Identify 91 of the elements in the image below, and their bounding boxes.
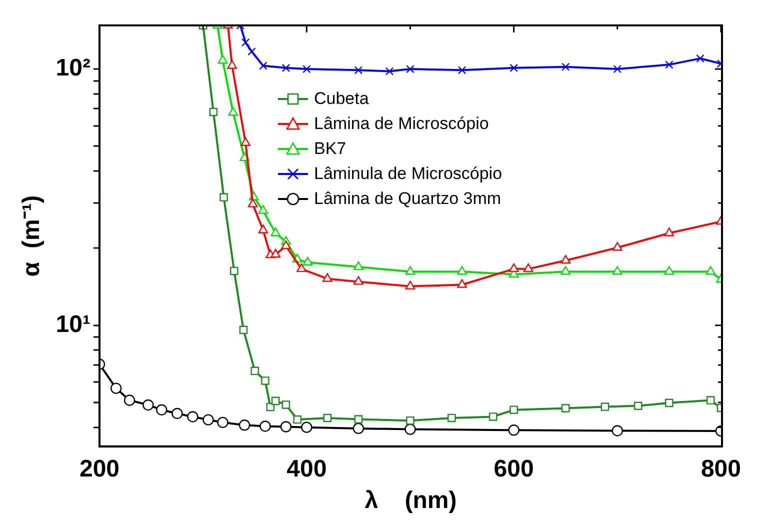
point	[706, 266, 716, 275]
point	[220, 193, 228, 202]
point	[612, 242, 622, 251]
point	[281, 240, 291, 250]
point	[323, 414, 332, 422]
point	[664, 266, 674, 275]
point	[110, 382, 122, 394]
legend-label: Lâmina de Microscópio	[314, 113, 489, 135]
point	[302, 256, 313, 266]
point	[282, 400, 290, 409]
point	[612, 425, 623, 436]
point	[293, 415, 302, 424]
point	[665, 60, 674, 69]
point	[124, 394, 136, 406]
point	[259, 62, 268, 70]
point	[296, 263, 306, 272]
point	[405, 266, 416, 275]
point	[217, 416, 228, 428]
point	[248, 47, 256, 56]
point	[248, 198, 258, 208]
point	[510, 64, 518, 72]
point	[270, 248, 280, 258]
point	[258, 205, 268, 214]
point	[172, 408, 183, 420]
point	[241, 38, 250, 47]
point	[227, 60, 237, 69]
point	[508, 263, 519, 272]
point	[613, 64, 622, 74]
point	[457, 279, 467, 288]
point	[561, 62, 570, 71]
point	[280, 421, 292, 432]
x-tick-label: 600	[494, 455, 534, 482]
legend-label: Lâmina de Quartzo 3mm	[314, 188, 502, 210]
x-tick-label: 800	[700, 455, 741, 482]
point	[560, 254, 571, 264]
point	[458, 66, 466, 74]
point	[406, 416, 414, 425]
point	[696, 54, 704, 63]
point	[406, 64, 414, 74]
point	[523, 263, 534, 272]
point	[600, 402, 610, 411]
point	[270, 228, 280, 236]
point	[404, 424, 416, 435]
x-tick-label: 400	[286, 455, 327, 482]
point	[260, 420, 271, 432]
point	[488, 412, 498, 421]
y-axis-title: α (m⁻¹)	[18, 195, 46, 277]
point	[218, 54, 228, 64]
point	[258, 224, 268, 234]
point	[354, 261, 364, 270]
point	[250, 366, 259, 376]
point	[706, 396, 715, 404]
point	[354, 66, 363, 74]
point	[354, 276, 364, 285]
point	[202, 414, 214, 426]
point	[156, 404, 168, 416]
point	[271, 396, 280, 406]
point	[187, 411, 198, 422]
legend-label: Cubeta	[314, 88, 369, 110]
point	[561, 404, 570, 412]
y-tick-label: 10²	[56, 54, 90, 82]
point	[240, 137, 250, 146]
point	[282, 64, 290, 72]
point	[612, 266, 622, 275]
point	[560, 266, 571, 275]
point	[142, 399, 154, 411]
point	[301, 422, 312, 433]
point	[448, 414, 456, 422]
point	[508, 424, 520, 436]
point	[405, 280, 416, 290]
x-tick-label: 200	[79, 455, 120, 482]
point	[322, 273, 332, 282]
point	[261, 376, 270, 385]
point	[510, 406, 518, 414]
point	[634, 402, 642, 410]
point	[385, 67, 394, 76]
point	[238, 420, 250, 431]
point	[354, 415, 363, 424]
point	[228, 107, 238, 116]
point	[352, 422, 364, 434]
legend-label: BK7	[314, 138, 346, 160]
point	[209, 108, 218, 116]
point	[302, 64, 311, 74]
y-tick-label: 10¹	[56, 310, 90, 338]
point	[239, 326, 248, 334]
point	[230, 266, 238, 276]
legend-label: Lâminula de Microscópio	[314, 163, 502, 185]
point	[457, 266, 467, 275]
x-axis-title: λ (nm)	[364, 487, 457, 514]
point	[665, 398, 674, 408]
point	[664, 228, 674, 236]
